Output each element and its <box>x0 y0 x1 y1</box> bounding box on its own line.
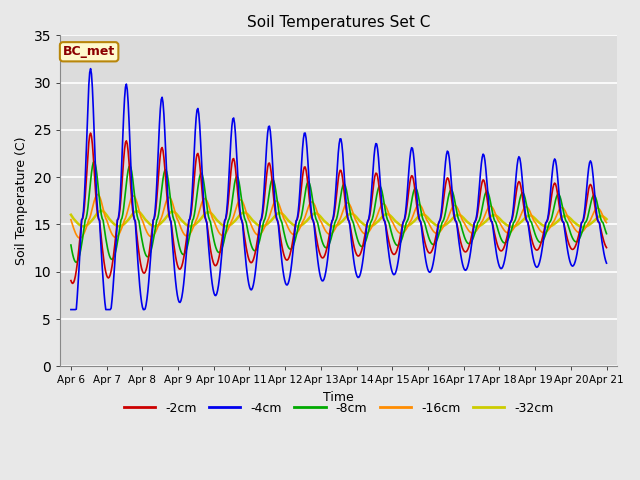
Text: BC_met: BC_met <box>63 45 115 58</box>
Y-axis label: Soil Temperature (C): Soil Temperature (C) <box>15 137 28 265</box>
Title: Soil Temperatures Set C: Soil Temperatures Set C <box>247 15 431 30</box>
X-axis label: Time: Time <box>323 391 354 404</box>
Legend: -2cm, -4cm, -8cm, -16cm, -32cm: -2cm, -4cm, -8cm, -16cm, -32cm <box>119 396 559 420</box>
